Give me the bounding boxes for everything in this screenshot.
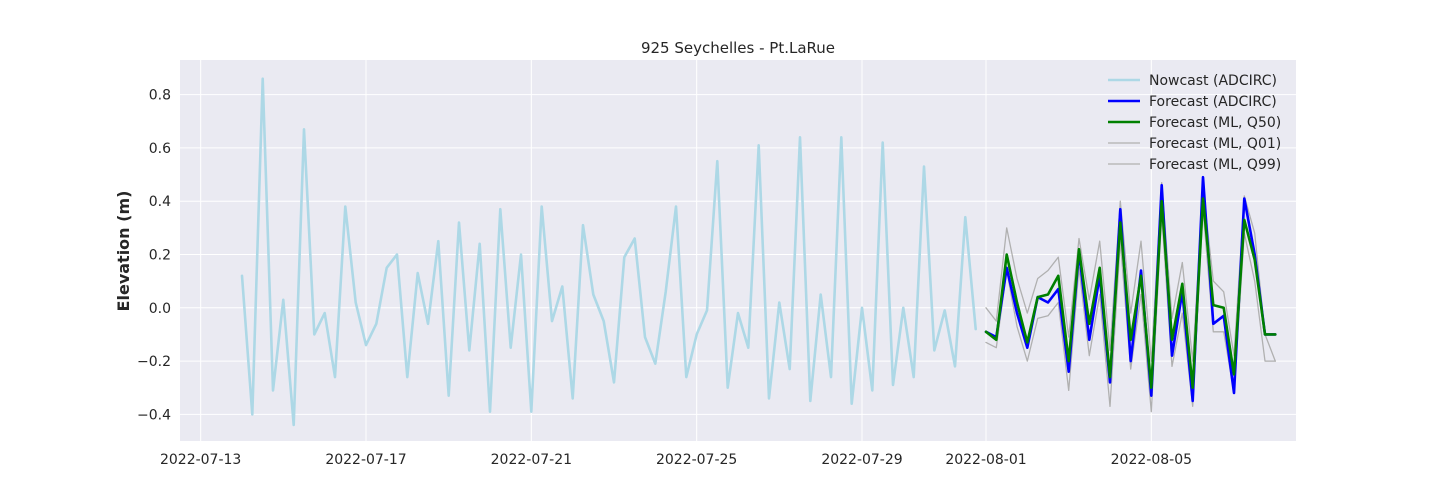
x-tick-labels: 2022-07-13 2022-07-17 2022-07-21 2022-07-25… bbox=[160, 452, 1192, 468]
legend-label: Forecast (ADCIRC) bbox=[1149, 94, 1277, 110]
series-line-forecast-ml-q50 bbox=[984, 197, 1277, 390]
legend: Nowcast (ADCIRC) Forecast (ADCIRC) Forecas… bbox=[1108, 73, 1281, 173]
legend-label: Forecast (ML, Q99) bbox=[1149, 157, 1281, 173]
legend-label: Nowcast (ADCIRC) bbox=[1149, 73, 1277, 89]
y-tick-label: −0.2 bbox=[137, 354, 171, 370]
y-tick-label: −0.4 bbox=[137, 407, 171, 423]
series-layer bbox=[240, 77, 1277, 427]
y-tick-label: 0.8 bbox=[149, 88, 171, 104]
x-tick-label: 2022-07-21 bbox=[491, 452, 572, 468]
x-tick-label: 2022-07-13 bbox=[160, 452, 241, 468]
x-gridlines bbox=[200, 60, 1152, 441]
x-tick-label: 2022-08-05 bbox=[1111, 452, 1192, 468]
y-gridlines bbox=[180, 94, 1296, 415]
y-tick-label: 0.2 bbox=[149, 247, 171, 263]
y-tick-label: 0.4 bbox=[149, 194, 171, 210]
chart-title: 925 Seychelles - Pt.LaRue bbox=[641, 39, 835, 57]
legend-label: Forecast (ML, Q50) bbox=[1149, 115, 1281, 131]
y-tick-labels: −0.4 −0.2 0.0 0.2 0.4 0.6 0.8 bbox=[137, 88, 171, 424]
x-tick-label: 2022-08-01 bbox=[945, 452, 1026, 468]
y-axis-label: Elevation (m) bbox=[114, 191, 133, 312]
series-line-nowcast-adcirc bbox=[240, 77, 978, 427]
series-line-forecast-ml-q99 bbox=[985, 181, 1276, 362]
y-tick-label: 0.0 bbox=[149, 301, 171, 317]
legend-label: Forecast (ML, Q01) bbox=[1149, 136, 1281, 152]
series-line-forecast-ml-q01 bbox=[985, 208, 1276, 413]
x-tick-label: 2022-07-25 bbox=[656, 452, 737, 468]
plot-background bbox=[180, 60, 1296, 441]
x-tick-label: 2022-07-29 bbox=[821, 452, 902, 468]
x-tick-label: 2022-07-17 bbox=[325, 452, 406, 468]
y-tick-label: 0.6 bbox=[149, 141, 171, 157]
